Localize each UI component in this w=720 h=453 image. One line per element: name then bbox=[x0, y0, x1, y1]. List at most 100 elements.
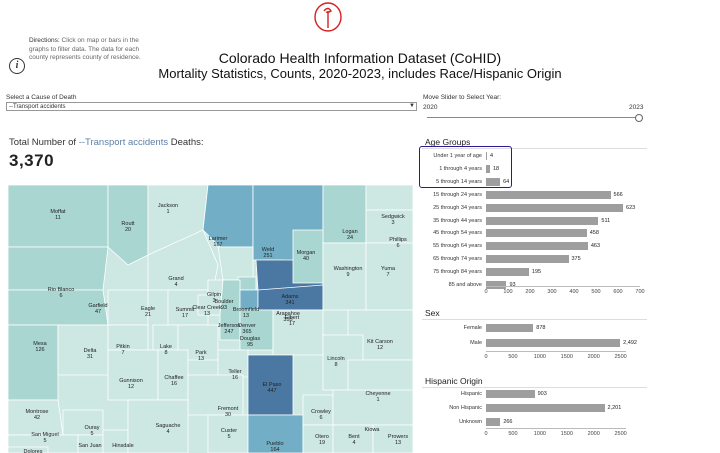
county-value-label: 8 bbox=[164, 350, 167, 356]
county-kiowa[interactable] bbox=[332, 389, 413, 426]
chevron-down-icon[interactable]: ▼ bbox=[409, 103, 415, 109]
county-rio-blanco[interactable] bbox=[8, 246, 109, 291]
county-ouray[interactable] bbox=[62, 409, 104, 436]
county-name-label: Mesa bbox=[33, 341, 47, 347]
bar[interactable] bbox=[486, 203, 624, 212]
bar[interactable] bbox=[486, 164, 490, 173]
county-hinsdale[interactable] bbox=[102, 429, 129, 453]
county-saguache[interactable] bbox=[127, 399, 189, 453]
county-yuma[interactable] bbox=[365, 242, 413, 311]
bar[interactable] bbox=[486, 152, 487, 160]
county-name-label: Dolores bbox=[24, 449, 43, 453]
x-tick-label: 1500 bbox=[560, 354, 573, 360]
county-value-label: 30 bbox=[225, 412, 231, 418]
county-value-label: 13 bbox=[198, 356, 204, 362]
bar[interactable] bbox=[486, 268, 529, 277]
county-name-label: Morgan bbox=[297, 250, 316, 256]
bar[interactable] bbox=[486, 255, 569, 264]
county-value-label: 365 bbox=[242, 329, 251, 335]
county-otero[interactable] bbox=[302, 424, 334, 453]
county-name-label: Delta bbox=[84, 348, 98, 354]
county-value-label: 4 bbox=[174, 282, 177, 288]
county-value-label: 13 bbox=[243, 313, 249, 319]
bar-label: Non Hispanic bbox=[449, 405, 482, 411]
bar[interactable] bbox=[486, 418, 501, 426]
county-value-label: 251 bbox=[263, 253, 272, 259]
county-grand[interactable] bbox=[147, 229, 219, 291]
handwritten-annotation bbox=[314, 2, 342, 32]
bar[interactable] bbox=[486, 390, 535, 398]
county-dolores[interactable] bbox=[8, 446, 49, 453]
x-tick-label: 2500 bbox=[614, 431, 627, 437]
bar-value-label: 64 bbox=[503, 178, 510, 185]
county-bent[interactable] bbox=[332, 424, 374, 453]
county-name-label: Garfield bbox=[88, 303, 107, 309]
hispanic-origin-title: Hispanic Origin bbox=[425, 376, 483, 386]
county-boulder[interactable] bbox=[217, 246, 254, 281]
county-jefferson[interactable] bbox=[219, 279, 241, 341]
bar-label: 25 through 34 years bbox=[433, 204, 482, 211]
bar-value-label: 566 bbox=[613, 191, 623, 198]
x-tick-label: 700 bbox=[635, 289, 645, 295]
slider-end-year: 2023 bbox=[629, 104, 644, 111]
county-value-label: 11 bbox=[55, 215, 61, 221]
county-mesa[interactable] bbox=[8, 324, 59, 401]
bar-label: 85 and above bbox=[448, 282, 482, 288]
county-name-label: Ouray bbox=[85, 425, 100, 431]
bar[interactable] bbox=[486, 190, 611, 199]
bar[interactable] bbox=[486, 242, 588, 251]
county-pueblo[interactable] bbox=[247, 414, 304, 453]
x-tick-label: 100 bbox=[503, 289, 513, 295]
county-name-label: Logan bbox=[342, 229, 357, 235]
x-tick-label: 0 bbox=[484, 431, 488, 437]
county-routt[interactable] bbox=[107, 185, 149, 266]
county-value-label: 3 bbox=[212, 298, 215, 304]
county-value-label: 47 bbox=[95, 309, 101, 315]
county-name-label: Pueblo bbox=[266, 441, 283, 447]
year-slider-track[interactable] bbox=[427, 117, 637, 118]
county-sedgwick[interactable] bbox=[365, 185, 413, 211]
county-cheyenne[interactable] bbox=[347, 359, 413, 396]
bar[interactable] bbox=[486, 281, 507, 289]
county-broomfield[interactable] bbox=[237, 276, 257, 291]
bar[interactable] bbox=[486, 216, 599, 225]
x-tick-label: 500 bbox=[508, 431, 518, 437]
bar-value-label: 878 bbox=[536, 325, 546, 331]
county-value-label: 40 bbox=[303, 256, 309, 262]
county-value-label: 7 bbox=[386, 272, 389, 278]
divider bbox=[422, 319, 647, 320]
highlight-annotation bbox=[419, 146, 512, 188]
county-san-juan[interactable] bbox=[77, 434, 109, 453]
county-gunnison[interactable] bbox=[107, 349, 159, 401]
bar-label: Female bbox=[463, 325, 482, 331]
bar[interactable] bbox=[486, 339, 621, 347]
county-prowers[interactable] bbox=[372, 424, 413, 453]
bar-label: 75 through 84 years bbox=[433, 269, 482, 276]
county-value-label: 6 bbox=[396, 243, 399, 249]
county-value-label: 1 bbox=[376, 397, 379, 403]
county-value-label: 341 bbox=[285, 300, 294, 306]
cause-select[interactable]: --Transport accidents bbox=[6, 102, 417, 111]
bar[interactable] bbox=[486, 404, 605, 412]
county-custer[interactable] bbox=[207, 414, 249, 453]
colorado-county-map[interactable]: Moffat11Routt20Jackson1Larimer167Weld251… bbox=[8, 185, 413, 453]
county-value-label: 16 bbox=[171, 381, 177, 387]
county-name-label: Jefferson bbox=[218, 323, 241, 329]
county-value-label: 247 bbox=[224, 329, 233, 335]
county-phillips[interactable] bbox=[365, 209, 413, 244]
bar[interactable] bbox=[486, 324, 534, 332]
county-name-label: Gunnison bbox=[119, 378, 143, 384]
bar-label: 65 through 74 years bbox=[433, 256, 482, 263]
bar-label: 1 through 4 years bbox=[439, 165, 482, 172]
county-washington[interactable] bbox=[322, 242, 367, 311]
info-icon[interactable]: i bbox=[9, 58, 25, 74]
bar-label: 55 through 64 years bbox=[433, 243, 482, 250]
county-value-label: 6 bbox=[59, 293, 62, 299]
county-value-label: 19 bbox=[319, 440, 325, 446]
year-slider-thumb[interactable] bbox=[635, 114, 643, 122]
county-name-label: Fremont bbox=[218, 406, 239, 412]
x-tick-label: 500 bbox=[591, 289, 601, 295]
county-name-label: Grand bbox=[168, 276, 183, 282]
bar[interactable] bbox=[486, 229, 587, 238]
bar[interactable] bbox=[486, 177, 501, 186]
